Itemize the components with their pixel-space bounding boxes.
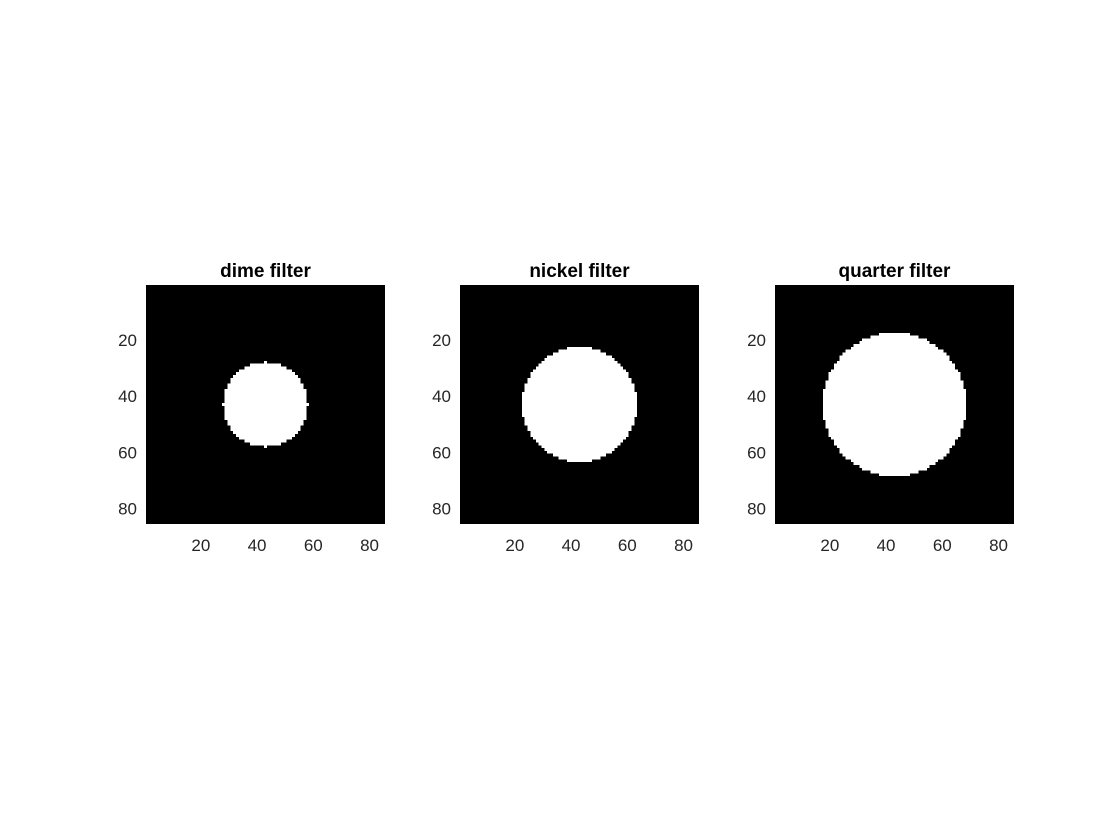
- y-tick-label: 40: [747, 387, 766, 406]
- nickel-filter-disk: [521, 346, 638, 463]
- y-tick-label: 80: [432, 500, 451, 519]
- x-tick-label: 60: [304, 536, 323, 555]
- y-tick-label: 60: [432, 443, 451, 462]
- x-tick-label: 60: [933, 536, 952, 555]
- y-tick-label: 80: [747, 500, 766, 519]
- x-tick-label: 80: [989, 536, 1008, 555]
- y-tick-label: 20: [432, 331, 451, 350]
- x-tick-label: 80: [674, 536, 693, 555]
- x-tick-label: 20: [191, 536, 210, 555]
- x-tick-label: 40: [248, 536, 267, 555]
- quarter-filter-panel: quarter filter 20 40 60 80 20 40 60 80: [747, 261, 1014, 555]
- x-tick-label: 80: [360, 536, 379, 555]
- y-tick-label: 40: [432, 387, 451, 406]
- x-tick-label: 40: [877, 536, 896, 555]
- y-tick-label: 40: [118, 387, 137, 406]
- dime-filter-panel: dime filter 20 40 60 80 20 40 60 80: [118, 261, 385, 555]
- dime-filter-disk: [221, 360, 310, 449]
- quarter-filter-disk: [822, 332, 967, 477]
- x-tick-label: 40: [562, 536, 581, 555]
- y-tick-label: 60: [747, 443, 766, 462]
- nickel-filter-panel: nickel filter 20 40 60 80 20 40 60 80: [432, 261, 699, 555]
- dime-filter-title: dime filter: [220, 261, 311, 282]
- y-tick-label: 20: [747, 331, 766, 350]
- y-tick-label: 20: [118, 331, 137, 350]
- y-tick-label: 80: [118, 500, 137, 519]
- x-tick-label: 20: [505, 536, 524, 555]
- y-tick-label: 60: [118, 443, 137, 462]
- x-tick-label: 20: [820, 536, 839, 555]
- x-tick-label: 60: [618, 536, 637, 555]
- nickel-filter-title: nickel filter: [529, 261, 630, 282]
- quarter-filter-title: quarter filter: [839, 261, 952, 282]
